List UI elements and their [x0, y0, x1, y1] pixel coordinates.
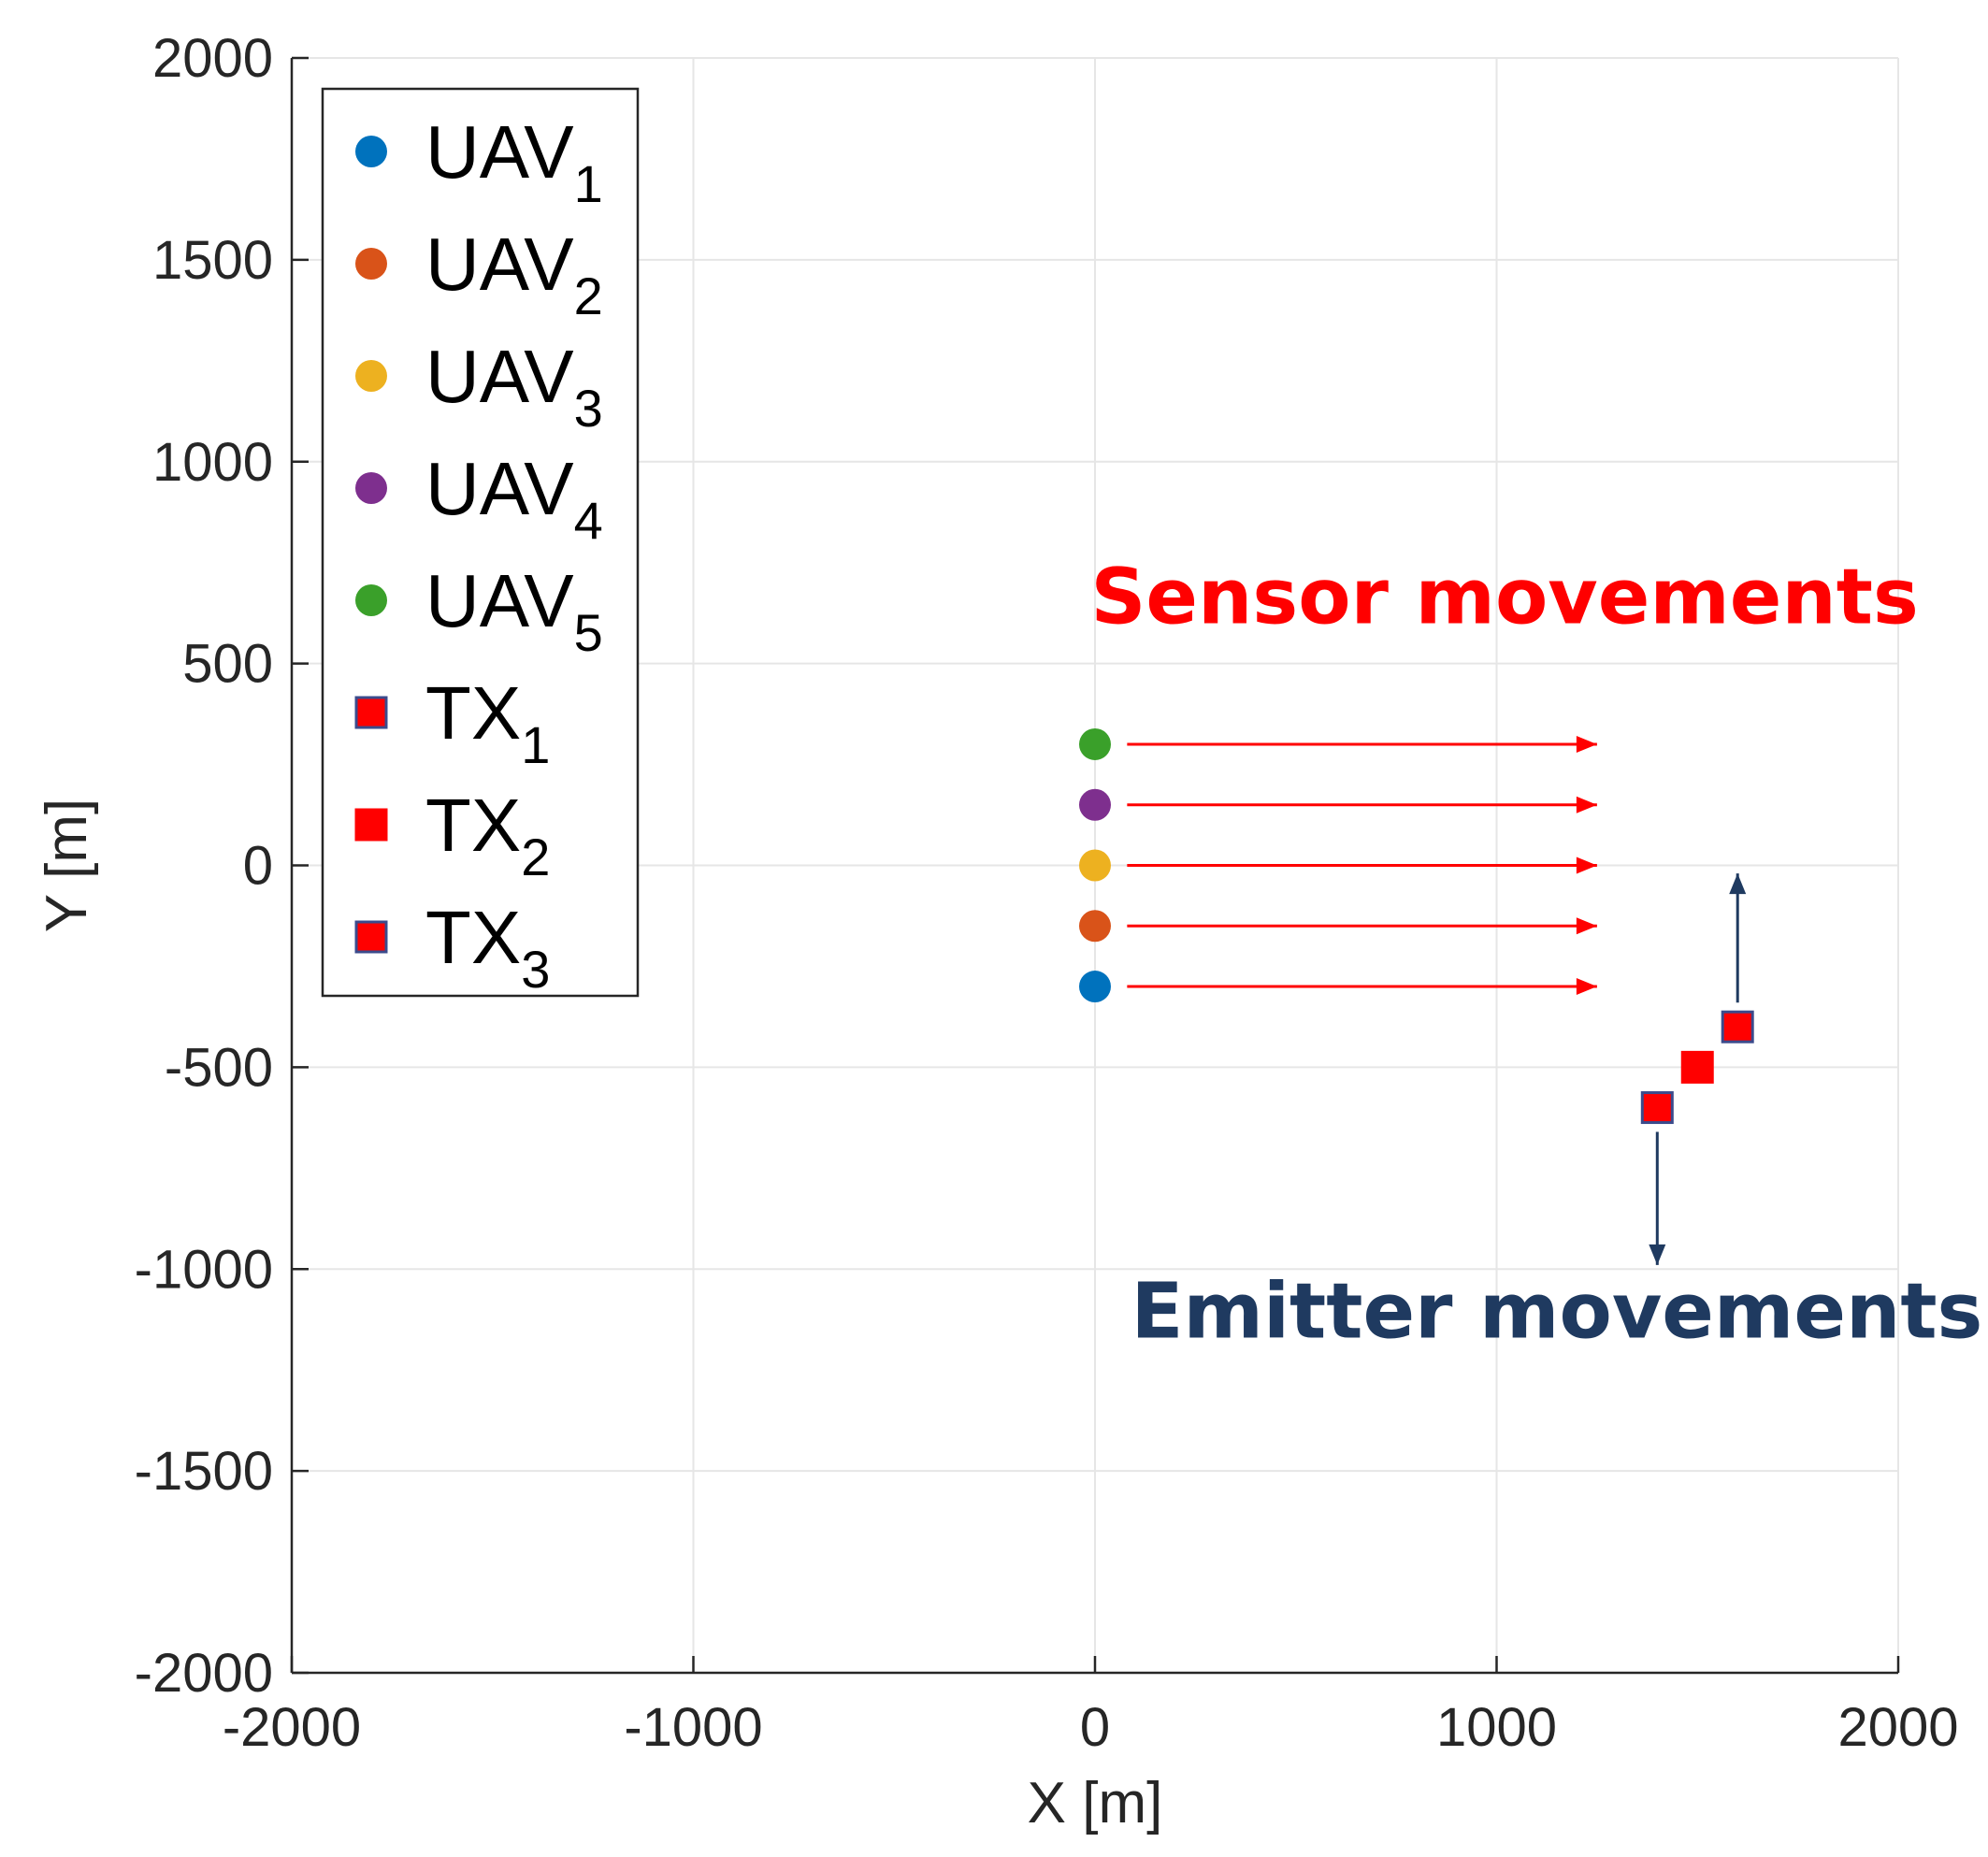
emitter-arrow	[1649, 1131, 1666, 1265]
point-uav-2	[1079, 910, 1111, 943]
arrow-head	[1729, 873, 1747, 895]
arrow-head	[1576, 857, 1597, 874]
legend-entry-tx-3: TX3	[354, 896, 550, 999]
x-tick-label: 1000	[1436, 1697, 1557, 1758]
legend-label-base: TX	[425, 784, 521, 867]
arrow-head	[1576, 735, 1597, 753]
y-tick-label: -500	[165, 1037, 273, 1098]
sensor-arrow	[1127, 857, 1597, 874]
legend-label-base: UAV	[425, 559, 574, 642]
legend-entry-uav-5: UAV5	[355, 559, 603, 662]
arrow-head	[1649, 1244, 1666, 1265]
legend-label-subscript: 1	[521, 715, 550, 774]
point-uav-4	[1079, 788, 1111, 821]
legend-marker-circle	[355, 136, 387, 167]
legend-label-subscript: 2	[521, 828, 550, 886]
y-tick-label: 500	[182, 634, 273, 695]
annotation-1: Emitter movements	[1131, 1268, 1982, 1357]
legend-marker-square	[354, 696, 388, 729]
legend-label: TX3	[425, 896, 550, 999]
y-tick-label: -1500	[135, 1441, 273, 1502]
legend-marker-square	[354, 808, 388, 842]
annotations: Sensor movements Emitter movements	[1090, 553, 1982, 1356]
legend-label-subscript: 5	[574, 603, 603, 662]
legend-label-base: TX	[425, 671, 521, 755]
legend-marker-circle	[355, 248, 387, 280]
point-uav-3	[1079, 849, 1111, 882]
y-tick-label: 1000	[152, 432, 273, 493]
legend-entry-uav-3: UAV3	[355, 335, 603, 438]
sensor-arrow	[1127, 735, 1597, 753]
legend-marker-circle	[355, 360, 387, 392]
y-tick-label: 1500	[152, 230, 273, 291]
legend-marker-square	[354, 920, 388, 954]
legend-label-base: UAV	[425, 335, 574, 418]
legend-box	[321, 87, 640, 998]
legend-entry-uav-1: UAV1	[355, 110, 603, 213]
x-tick-label: 2000	[1837, 1697, 1958, 1758]
sensor-arrow	[1127, 917, 1597, 935]
arrow-head	[1576, 978, 1597, 996]
y-tick-label: 2000	[152, 28, 273, 89]
emitter-arrow	[1729, 873, 1747, 1003]
movement-arrows	[1127, 735, 1747, 1265]
arrow-head	[1576, 917, 1597, 935]
legend-label: TX2	[425, 784, 550, 886]
y-axis-label: Y [m]	[35, 799, 99, 933]
arrow-head	[1576, 796, 1597, 813]
legend-label-subscript: 2	[574, 266, 603, 325]
x-tick-label: 0	[1080, 1697, 1110, 1758]
legend-entry-tx-1: TX1	[354, 671, 550, 774]
legend-label: UAV3	[425, 335, 603, 438]
y-tick-label: 0	[243, 836, 273, 897]
legend-entry-tx-2: TX2	[354, 784, 550, 886]
point-tx-2	[1680, 1050, 1714, 1084]
sensor-arrow	[1127, 796, 1597, 813]
annotation-0: Sensor movements	[1090, 553, 1918, 641]
point-uav-1	[1079, 971, 1111, 1003]
sensor-arrow	[1127, 978, 1597, 996]
y-tick-labels: 2000 1500 1000 500 0 -500 -1000 -1500 -2000	[135, 28, 273, 1704]
x-tick-label: -2000	[223, 1697, 361, 1758]
legend-entry-uav-2: UAV2	[355, 223, 603, 325]
legend-label-base: TX	[425, 896, 521, 979]
point-tx-3	[1721, 1010, 1754, 1044]
legend-label: UAV5	[425, 559, 603, 662]
legend-label: UAV2	[425, 223, 603, 325]
legend-label-subscript: 1	[574, 154, 603, 213]
data-points	[1079, 727, 1754, 1125]
legend-entry-uav-4: UAV4	[355, 447, 603, 550]
legend-label: TX1	[425, 671, 550, 774]
legend-label-base: UAV	[425, 223, 574, 306]
x-tick-labels: -2000 -1000 0 1000 2000	[223, 1697, 1959, 1758]
legend-label-subscript: 4	[574, 491, 603, 550]
legend-label-base: UAV	[425, 110, 574, 194]
legend-label: UAV4	[425, 447, 603, 550]
axes	[290, 56, 1900, 1675]
legend-label-subscript: 3	[521, 940, 550, 999]
legend-label-subscript: 3	[574, 379, 603, 438]
x-tick-label: -1000	[624, 1697, 762, 1758]
point-uav-5	[1079, 727, 1111, 760]
y-tick-label: -1000	[135, 1239, 273, 1300]
legend-marker-circle	[355, 472, 387, 504]
legend-label: UAV1	[425, 110, 603, 213]
y-tick-label: -2000	[135, 1643, 273, 1704]
x-axis-label: X [m]	[1028, 1771, 1163, 1835]
legend-marker-circle	[355, 584, 387, 616]
legend-label-base: UAV	[425, 447, 574, 530]
point-tx-1	[1640, 1091, 1674, 1125]
